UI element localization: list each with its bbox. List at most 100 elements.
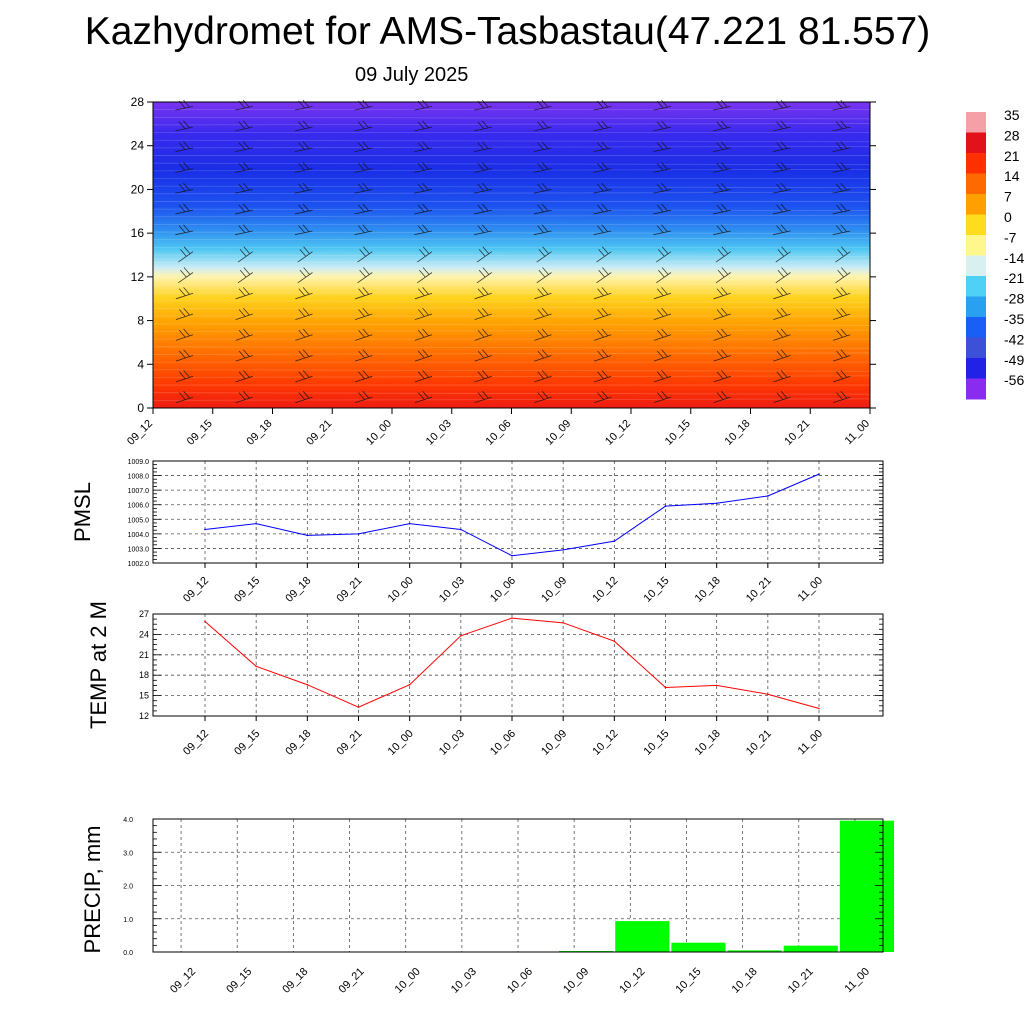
y-tick-label: 21 (139, 650, 149, 660)
wind-barb (832, 224, 851, 236)
wind-barb (534, 390, 552, 404)
wind-barb (772, 182, 791, 194)
wind-barb (354, 120, 373, 132)
wind-barb (235, 390, 253, 404)
y-tick-label: 1004.0 (128, 532, 150, 539)
wind-barb (832, 141, 851, 153)
wind-barb (713, 307, 731, 320)
wind-barb (832, 162, 851, 173)
colorbar-label: 28 (1004, 127, 1020, 143)
wind-barb (533, 141, 552, 153)
isotherm-line (152, 283, 871, 287)
wind-barb (474, 120, 492, 132)
isotherm-line (152, 300, 871, 303)
wind-barb (297, 246, 313, 263)
wind-barb (354, 141, 373, 153)
colorbar-segment (966, 317, 986, 338)
wind-barb (414, 224, 433, 236)
wind-barb (414, 390, 433, 404)
wind-barb (534, 287, 552, 300)
wind-barb (833, 307, 851, 320)
isotherm-line (152, 214, 871, 218)
wind-barb (175, 162, 194, 173)
y-tick-label: 0 (137, 401, 144, 415)
wind-barb (533, 203, 552, 215)
wind-barb (474, 141, 492, 153)
x-tick-label: 09_18 (280, 966, 310, 996)
colorbar-segment (966, 112, 986, 133)
isotherm-line (152, 277, 871, 280)
x-tick-label: 09_18 (283, 575, 313, 605)
data-point (511, 554, 513, 557)
x-tick-label: 09_15 (185, 418, 215, 448)
x-tick-label: 10_15 (642, 728, 672, 758)
precip-bar (783, 945, 838, 952)
y-tick-label: 4 (137, 357, 144, 371)
colorbar-label: -35 (1004, 311, 1024, 327)
y-tick-label: 1006.0 (128, 503, 150, 510)
data-point (715, 502, 718, 505)
colorbar-segment (966, 276, 986, 297)
wind-barb (474, 390, 492, 404)
wind-barb (175, 120, 194, 132)
wind-barb (175, 370, 194, 383)
wind-barb (653, 120, 672, 132)
wind-barb (294, 141, 313, 153)
colorbar-segment (966, 214, 986, 236)
y-tick-label: 1.0 (123, 917, 133, 924)
wind-barb (474, 328, 492, 341)
data-point (357, 706, 360, 708)
y-tick-label: 1003.0 (128, 546, 150, 553)
wind-barb (294, 224, 313, 236)
wind-barb (773, 307, 791, 320)
wind-barb (414, 349, 433, 362)
colorbar-segment (966, 153, 986, 174)
wind-barb (594, 349, 612, 362)
wind-barb (414, 307, 433, 320)
data-point (818, 473, 820, 475)
x-tick-label: 10_21 (744, 728, 774, 758)
y-tick-label: 18 (139, 670, 149, 680)
temp-panel: 12 15 18 21 24 27 09_12 09_15 09_18 09_21 10_00 10_… (86, 601, 884, 758)
x-tick-label: 10_15 (663, 418, 693, 448)
wind-barb (772, 162, 791, 173)
y-tick-label: 27 (139, 609, 149, 619)
wind-barb (534, 349, 552, 362)
wind-barb (594, 328, 612, 341)
colorbar-label: 0 (1004, 209, 1012, 225)
wind-barb (772, 224, 791, 236)
colorbar-label: 21 (1004, 148, 1020, 164)
precip-bar (727, 950, 782, 952)
x-tick-label: 09_18 (283, 728, 313, 758)
isotherm-line (152, 237, 871, 241)
isotherm-line (152, 398, 871, 401)
wind-barb (594, 370, 612, 383)
data-point (357, 533, 360, 535)
x-tick-label: 11_00 (843, 418, 873, 448)
wind-barb (235, 141, 253, 153)
x-tick-label: 09_15 (232, 728, 262, 758)
wind-barb (414, 370, 433, 383)
precip-panel: 0.0 1.0 2.0 3.0 4.0 09_12 09_15 09_18 09_21 10_00… (80, 817, 894, 996)
isotherm-line (152, 145, 871, 149)
data-point (306, 683, 309, 686)
colorbar-label: -14 (1004, 250, 1024, 266)
wind-barb (593, 162, 612, 173)
x-tick-label: 10_09 (543, 418, 573, 448)
isotherm-line (152, 329, 871, 332)
x-tick-label: 10_21 (786, 966, 816, 996)
x-tick-label: 09_18 (245, 418, 275, 448)
wind-barb (715, 267, 731, 284)
wind-barb (593, 182, 612, 194)
wind-barb (414, 328, 433, 341)
x-tick-label: 10_06 (488, 728, 518, 758)
isotherm-line (152, 375, 871, 378)
wind-barb (713, 141, 731, 153)
wind-barb (178, 267, 194, 284)
wind-barb (593, 141, 612, 153)
wind-barb (533, 162, 552, 173)
y-tick-label: 15 (139, 691, 149, 701)
wind-barb (235, 307, 253, 320)
data-point (818, 707, 820, 710)
